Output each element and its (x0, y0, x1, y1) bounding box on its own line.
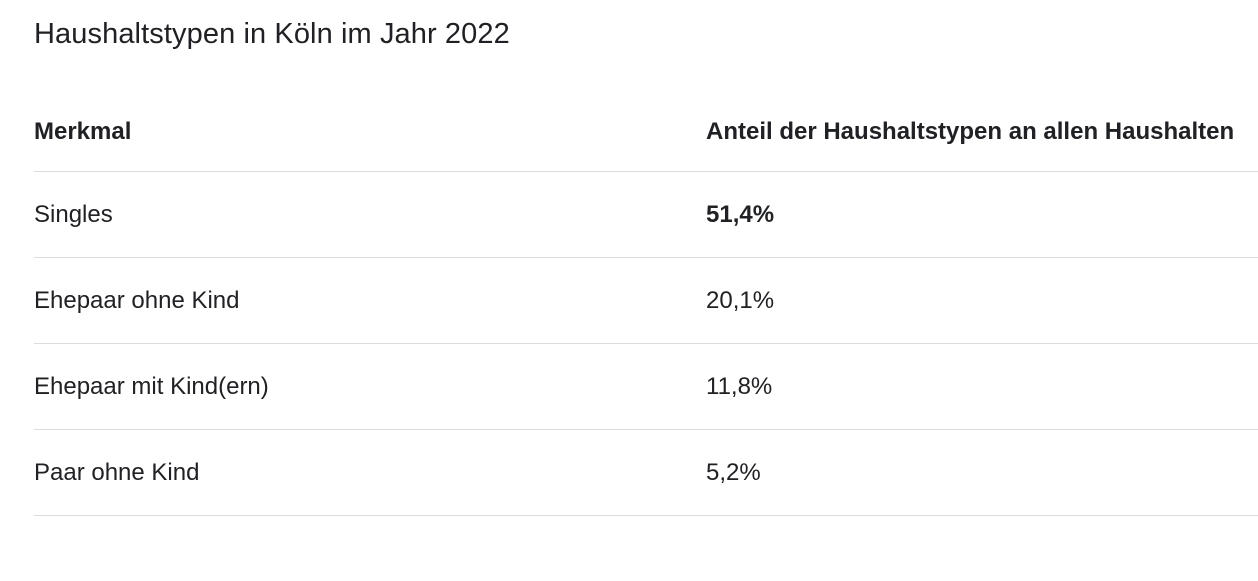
column-header-merkmal: Merkmal (34, 104, 706, 172)
row-value: 5,2% (706, 429, 1258, 516)
table-row: Ehepaar ohne Kind 20,1% (34, 257, 1258, 344)
row-label: Ehepaar mit Kind(ern) (34, 343, 706, 430)
row-value: 20,1% (706, 257, 1258, 344)
row-value: 11,8% (706, 343, 1258, 430)
table-row: Paar ohne Kind 5,2% (34, 429, 1258, 516)
table-row: Singles 51,4% (34, 171, 1258, 258)
table-row: Ehepaar mit Kind(ern) 11,8% (34, 343, 1258, 430)
data-table: Merkmal Anteil der Haushaltstypen an all… (34, 104, 1258, 516)
row-label: Singles (34, 171, 706, 258)
row-label: Paar ohne Kind (34, 429, 706, 516)
row-label: Ehepaar ohne Kind (34, 257, 706, 344)
row-value: 51,4% (706, 171, 1258, 258)
table-header-row: Merkmal Anteil der Haushaltstypen an all… (34, 104, 1258, 172)
page-title: Haushaltstypen in Köln im Jahr 2022 (34, 18, 510, 50)
column-header-anteil: Anteil der Haushaltstypen an allen Haush… (706, 104, 1258, 172)
